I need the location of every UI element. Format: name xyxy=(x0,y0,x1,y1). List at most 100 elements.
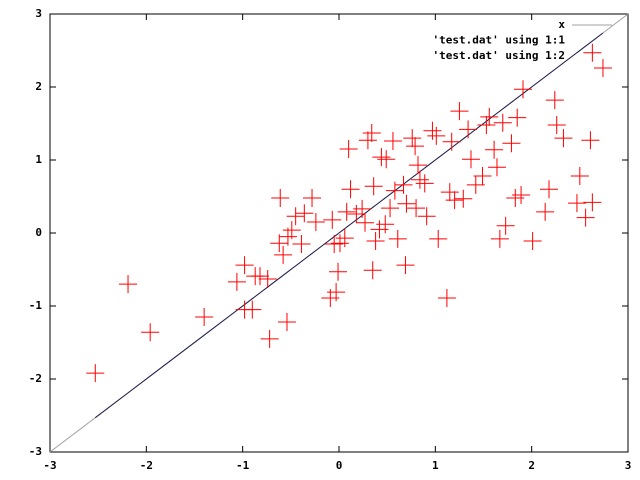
point xyxy=(493,113,512,132)
legend-label: 'test.dat' using 1:1 xyxy=(433,34,566,47)
point xyxy=(356,213,375,232)
point xyxy=(119,275,138,294)
point xyxy=(363,261,382,280)
point xyxy=(406,137,425,156)
point xyxy=(341,180,360,199)
point xyxy=(461,150,480,169)
point xyxy=(358,131,377,150)
point xyxy=(576,208,595,227)
point xyxy=(327,283,346,302)
point xyxy=(258,269,277,288)
x-tick-label: 0 xyxy=(336,459,343,472)
point xyxy=(235,256,254,275)
point xyxy=(329,262,348,281)
point xyxy=(388,229,407,248)
point xyxy=(547,115,566,134)
x-tick-label: -1 xyxy=(236,459,250,472)
point xyxy=(260,329,279,348)
point xyxy=(408,156,427,175)
point xyxy=(423,121,442,140)
point xyxy=(554,129,573,148)
point xyxy=(506,188,525,207)
point xyxy=(330,234,349,253)
point xyxy=(581,131,600,150)
x-tick-label: -2 xyxy=(140,459,153,472)
point xyxy=(536,202,555,221)
point xyxy=(243,300,262,319)
x-tick-label: 1 xyxy=(432,459,439,472)
point xyxy=(477,115,496,134)
point xyxy=(292,234,311,253)
point xyxy=(410,170,429,189)
x-tick-label: -3 xyxy=(43,459,56,472)
point xyxy=(403,129,422,148)
legend-label: 'test.dat' using 1:2 xyxy=(433,49,565,62)
point xyxy=(437,288,456,307)
point xyxy=(445,191,464,210)
point xyxy=(274,245,293,264)
y-tick-label: 3 xyxy=(35,7,42,20)
point xyxy=(513,80,532,99)
point xyxy=(372,148,391,167)
y-tick-label: 1 xyxy=(35,153,42,166)
point xyxy=(251,267,270,286)
point xyxy=(195,307,214,326)
point xyxy=(417,207,436,226)
point xyxy=(347,205,366,224)
point xyxy=(466,175,485,194)
point xyxy=(141,323,160,342)
point xyxy=(583,43,602,62)
point xyxy=(567,194,586,213)
point xyxy=(381,199,400,218)
point xyxy=(454,189,473,208)
point xyxy=(570,167,589,186)
point xyxy=(496,216,515,235)
y-tick-label: -3 xyxy=(29,445,42,458)
point xyxy=(593,59,612,78)
point xyxy=(415,174,434,193)
point xyxy=(286,207,305,226)
point xyxy=(502,134,521,153)
point xyxy=(271,188,290,207)
point xyxy=(295,204,314,223)
point xyxy=(86,364,105,383)
point xyxy=(540,180,559,199)
point xyxy=(473,167,492,186)
point xyxy=(277,313,296,332)
point xyxy=(396,256,415,275)
point xyxy=(450,102,469,121)
point xyxy=(490,229,509,248)
point xyxy=(459,120,478,139)
point xyxy=(364,177,383,196)
point xyxy=(512,186,531,205)
point xyxy=(306,213,325,232)
point xyxy=(429,229,448,248)
point xyxy=(508,108,527,127)
point xyxy=(362,123,381,142)
y-tick-label: 2 xyxy=(35,80,42,93)
y-tick-label: 0 xyxy=(35,226,42,239)
point xyxy=(383,132,402,151)
point xyxy=(366,232,385,251)
point xyxy=(227,272,246,291)
legend-label: x xyxy=(558,18,565,31)
y-tick-label: -2 xyxy=(29,372,42,385)
point xyxy=(278,227,297,246)
y-tick-label: -1 xyxy=(29,299,43,312)
point xyxy=(487,158,506,177)
point xyxy=(353,199,372,218)
point xyxy=(335,229,354,248)
point xyxy=(485,140,504,159)
point xyxy=(282,221,301,240)
point xyxy=(545,91,564,110)
point xyxy=(337,202,356,221)
point xyxy=(523,232,542,251)
point xyxy=(583,193,602,212)
x-tick-label: 2 xyxy=(528,459,535,472)
point xyxy=(427,126,446,145)
point xyxy=(407,199,426,218)
point xyxy=(323,210,342,229)
point xyxy=(442,132,461,151)
point xyxy=(394,175,413,194)
